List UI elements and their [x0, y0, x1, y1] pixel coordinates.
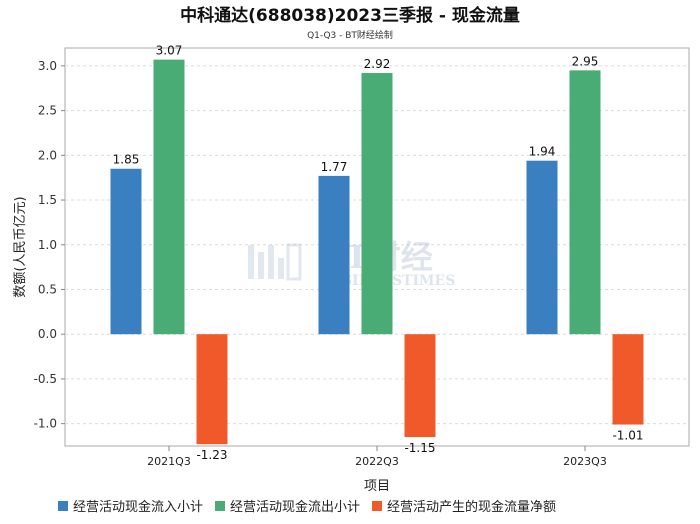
- legend-label: 经营活动现金流入小计: [73, 499, 203, 515]
- bar: [569, 70, 601, 335]
- watermark-logo-icon: [248, 243, 302, 281]
- bar: [153, 59, 185, 335]
- y-tick-label: -0.5: [34, 372, 57, 386]
- y-tick-label: 2.0: [38, 148, 57, 162]
- legend-swatch: [215, 501, 226, 511]
- chart-subtitle: Q1-Q3 - BT财经绘制: [307, 29, 393, 41]
- bar: [526, 160, 558, 335]
- data-label: 2.92: [364, 57, 391, 71]
- bar: [196, 334, 228, 445]
- data-label: 1.94: [529, 145, 556, 159]
- x-category-label: 2021Q3: [147, 455, 191, 468]
- bar: [318, 175, 350, 335]
- bar: [361, 73, 393, 335]
- x-category-label: 2022Q3: [355, 455, 399, 468]
- y-tick-label: -1.0: [34, 417, 57, 431]
- bar: [404, 334, 436, 438]
- x-category-label: 2023Q3: [563, 455, 607, 468]
- data-label: -1.01: [612, 429, 643, 443]
- y-axis-ticks: -1.0 -0.5 0.0 0.5 1.0 1.5 2.0 2.5 3.0: [34, 59, 65, 431]
- bars: [110, 59, 644, 445]
- y-tick-label: 3.0: [38, 59, 57, 73]
- legend-swatch: [372, 501, 383, 511]
- data-label: 3.07: [156, 44, 183, 58]
- data-label: 1.85: [113, 153, 140, 167]
- y-tick-label: 0.0: [38, 327, 57, 341]
- x-axis-categories: 2021Q3 2022Q3 2023Q3: [147, 446, 607, 468]
- data-label: -1.15: [404, 441, 435, 455]
- y-tick-label: 1.5: [38, 193, 57, 207]
- y-tick-label: 1.0: [38, 238, 57, 252]
- legend-swatch: [58, 501, 68, 511]
- legend-label: 经营活动产生的现金流量净额: [387, 499, 556, 515]
- legend-label: 经营活动现金流出小计: [230, 499, 360, 515]
- data-label: 1.77: [321, 160, 348, 174]
- y-axis-title: 数额(人民币亿元): [13, 196, 28, 297]
- y-tick-label: 0.5: [38, 282, 57, 296]
- data-label: 2.95: [572, 54, 599, 68]
- legend: 经营活动现金流入小计 经营活动现金流出小计 经营活动产生的现金流量净额: [58, 499, 556, 515]
- data-labels: 1.85 3.07 -1.23 1.77 2.92 -1.15 1.94 2.95 -1.01: [113, 44, 644, 463]
- x-axis-title: 项目: [364, 479, 390, 494]
- bar: [110, 168, 142, 335]
- chart-title: 中科通达(688038)2023三季报 - 现金流量: [180, 5, 520, 26]
- data-label: -1.23: [196, 448, 227, 462]
- bar: [612, 334, 644, 425]
- y-tick-label: 2.5: [38, 104, 57, 118]
